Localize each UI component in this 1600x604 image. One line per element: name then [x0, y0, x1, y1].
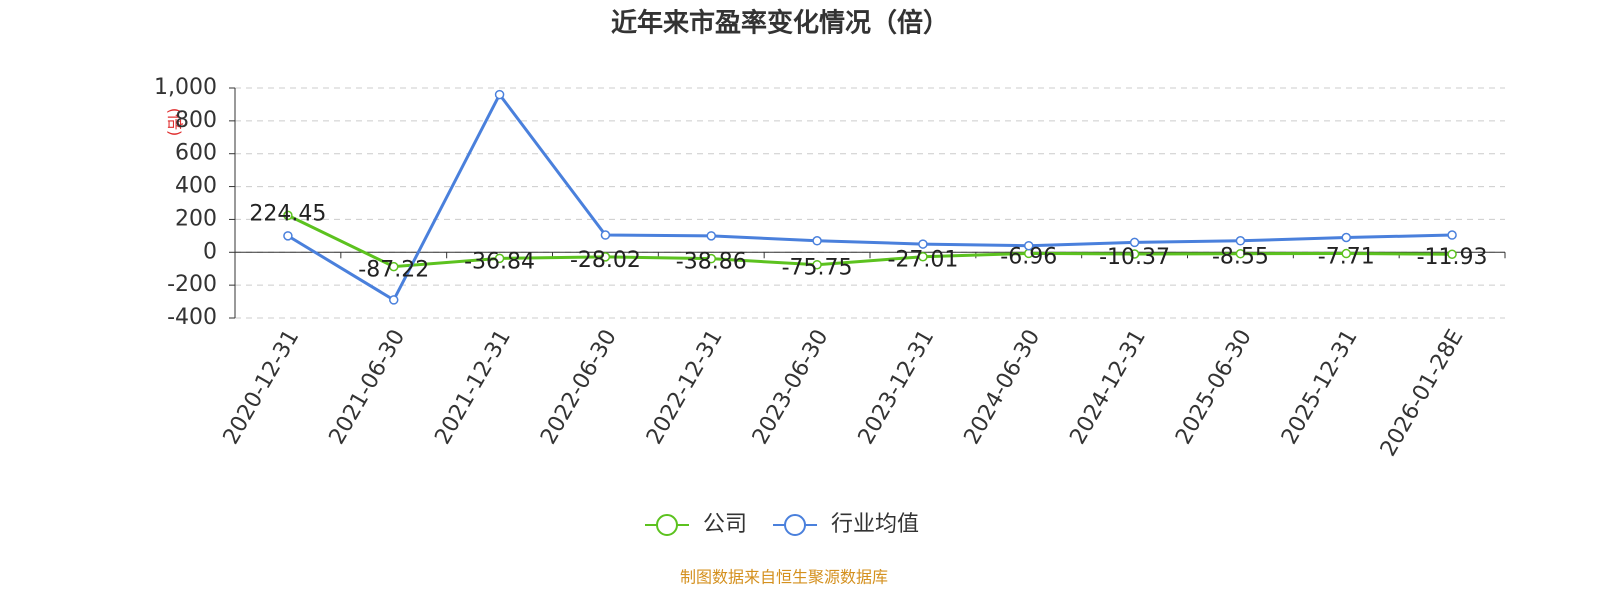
data-point — [283, 231, 293, 241]
x-tick-label: 2021-12-31 — [430, 326, 516, 449]
data-point — [1129, 237, 1140, 248]
data-point — [1447, 230, 1457, 240]
data-label: -10.37 — [1099, 245, 1170, 270]
x-tick-label: 2024-06-30 — [960, 326, 1046, 449]
x-tick-label: 2025-06-30 — [1171, 326, 1257, 449]
data-label: -27.01 — [887, 248, 958, 273]
y-tick-label: 0 — [203, 239, 217, 264]
data-point — [494, 89, 505, 100]
x-tick-label: 2024-12-31 — [1065, 326, 1151, 449]
x-tick-label: 2022-12-31 — [642, 326, 728, 449]
data-point — [706, 231, 716, 241]
x-tick-label: 2023-06-30 — [748, 326, 834, 449]
series-line — [287, 214, 1453, 269]
data-label: -36.84 — [464, 249, 535, 274]
data-label: -75.75 — [782, 256, 853, 281]
data-point — [1129, 249, 1140, 259]
data-label: -6.96 — [1000, 244, 1057, 269]
legend-marker — [784, 514, 807, 536]
legend-label: 公司 — [703, 512, 747, 537]
series-line — [287, 91, 1453, 303]
y-tick-label: 800 — [175, 108, 217, 133]
data-point — [494, 253, 505, 264]
data-point — [918, 251, 928, 262]
data-point — [812, 259, 822, 270]
data-point — [1447, 249, 1457, 259]
x-tick-label: 2021-06-30 — [325, 326, 411, 449]
legend-marker — [656, 514, 678, 536]
data-point — [1235, 236, 1246, 246]
data-point — [1341, 248, 1351, 259]
x-tick-label: 2026-01-28E — [1376, 326, 1469, 461]
y-tick-label: 200 — [175, 206, 217, 231]
data-point — [283, 210, 293, 221]
data-point — [706, 253, 716, 264]
data-point — [389, 261, 399, 272]
data-point — [812, 236, 822, 246]
data-point — [1341, 232, 1351, 243]
data-label: -8.55 — [1212, 245, 1269, 270]
x-tick-label: 2025-12-31 — [1277, 326, 1363, 449]
y-tick-label: 600 — [175, 141, 217, 166]
y-axis-label: (倍) — [166, 108, 185, 137]
data-point — [1235, 248, 1246, 259]
data-label: -38.86 — [676, 250, 747, 275]
source-note: 制图数据来自恒生聚源数据库 — [680, 568, 888, 587]
x-tick-label: 2022-06-30 — [536, 326, 622, 449]
y-tick-label: 1,000 — [154, 75, 217, 100]
data-point — [918, 239, 928, 249]
x-tick-label: 2020-12-31 — [219, 326, 305, 449]
y-tick-label: -400 — [167, 305, 217, 330]
data-label: -87.22 — [358, 258, 429, 283]
data-point — [600, 230, 611, 240]
data-point — [1024, 240, 1034, 251]
data-label: -7.71 — [1318, 245, 1375, 270]
data-point — [389, 295, 399, 305]
data-label: -28.02 — [570, 248, 641, 273]
data-label: 224.45 — [249, 201, 326, 226]
x-tick-label: 2023-12-31 — [854, 326, 940, 449]
data-label: -11.93 — [1417, 245, 1488, 270]
y-tick-label: -200 — [167, 272, 217, 297]
chart-title: 近年来市盈率变化情况（倍） — [611, 8, 949, 39]
y-tick-label: 400 — [175, 174, 217, 199]
data-point — [600, 252, 611, 262]
legend-label: 行业均值 — [831, 512, 919, 537]
